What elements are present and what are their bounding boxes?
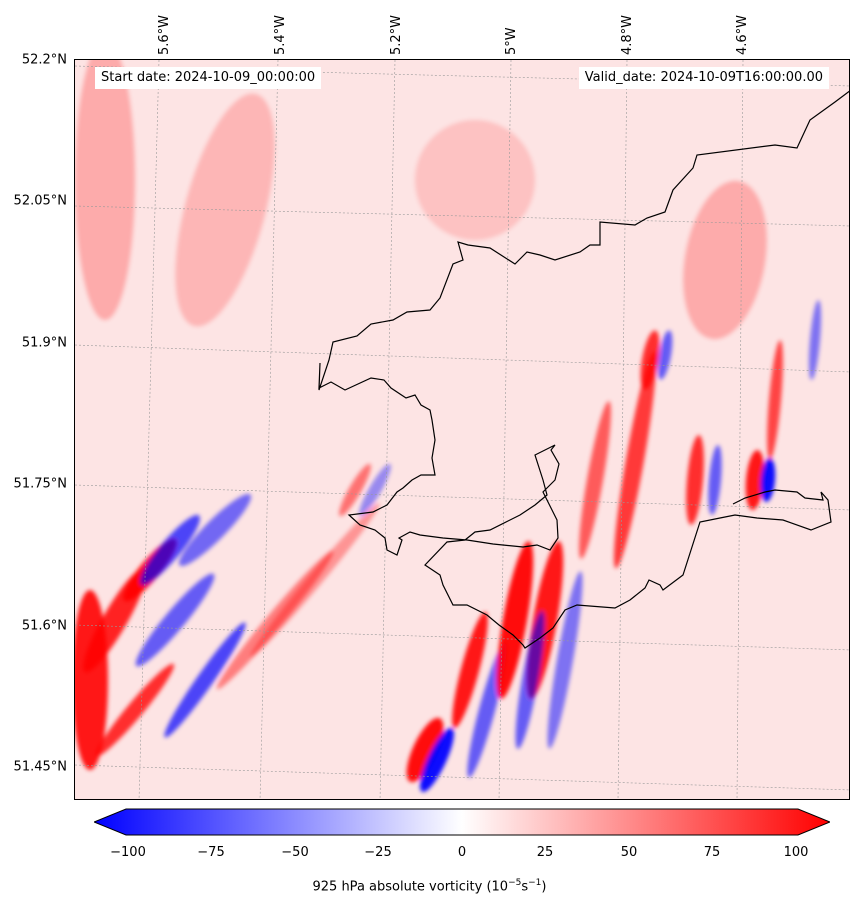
lon-label-5: 5°W (504, 27, 519, 55)
positive-vorticity-streak (250, 503, 380, 657)
lat-label-51-45: 51.45°N (13, 759, 67, 775)
negative-vorticity-streak (359, 463, 391, 517)
colorbar-tick-25: 25 (536, 845, 554, 860)
negative-vorticity-streak (657, 330, 673, 380)
positive-vorticity-streak (613, 351, 657, 569)
colorbar-tick-neg25: −25 (364, 845, 392, 860)
positive-vorticity-streak (767, 340, 783, 460)
positive-vorticity-streak (683, 180, 767, 340)
lon-label-5-6: 5.6°W (157, 14, 172, 55)
start-date-label: Start date: 2024-10-09_00:00:00 (95, 67, 322, 89)
positive-vorticity-streak (406, 717, 444, 783)
colorbar-tick-50: 50 (620, 845, 638, 860)
coastline (318, 90, 849, 649)
negative-vorticity-streak (808, 300, 822, 380)
colorbar-tick-neg100: −100 (110, 845, 146, 860)
lat-label-51-6: 51.6°N (21, 618, 67, 634)
positive-vorticity-streak (579, 401, 611, 559)
negative-vorticity-streak (547, 571, 583, 749)
positive-vorticity-streak (452, 611, 488, 729)
negative-vorticity-streak (420, 728, 454, 792)
positive-vorticity-streak (640, 330, 660, 390)
positive-vorticity-streak (75, 60, 135, 320)
colorbar-gradient (94, 808, 830, 836)
positive-vorticity-streak (496, 541, 534, 699)
lat-label-52-2: 52.2°N (21, 52, 67, 68)
lat-label-52-05: 52.05°N (13, 193, 67, 209)
lat-label-51-75: 51.75°N (13, 476, 67, 492)
colorbar-tick-neg50: −50 (281, 845, 309, 860)
lon-label-4-8: 4.8°W (620, 14, 635, 55)
vorticity-field (75, 60, 849, 799)
positive-vorticity-streak (745, 450, 765, 510)
lon-label-4-6: 4.6°W (735, 14, 750, 55)
valid-date-label: Valid_date: 2024-10-09T16:00:00.00 (578, 67, 829, 89)
positive-vorticity-streak (415, 120, 535, 240)
colorbar-label: 925 hPa absolute vorticity (10−5s−1) (312, 878, 547, 895)
colorbar-tick-neg75: −75 (197, 845, 225, 860)
colorbar-tick-0: 0 (457, 845, 467, 860)
lat-label-51-9: 51.9°N (21, 335, 67, 351)
negative-vorticity-streak (515, 611, 545, 749)
negative-vorticity-streak (135, 573, 215, 667)
colorbar-tick-75: 75 (703, 845, 721, 860)
positive-vorticity-streak (95, 663, 175, 757)
positive-vorticity-streak (339, 463, 371, 517)
colorbar-tick-100: 100 (783, 845, 809, 860)
map-panel (74, 59, 850, 800)
negative-vorticity-streak (178, 493, 252, 567)
lon-label-5-2: 5.2°W (389, 14, 404, 55)
negative-vorticity-streak (164, 622, 246, 738)
positive-vorticity-streak (686, 435, 704, 525)
negative-vorticity-streak (140, 514, 200, 586)
colorbar (94, 808, 830, 836)
negative-vorticity-streak (708, 445, 722, 515)
positive-vorticity-streak (175, 93, 275, 327)
lon-label-5-4: 5.4°W (273, 14, 288, 55)
